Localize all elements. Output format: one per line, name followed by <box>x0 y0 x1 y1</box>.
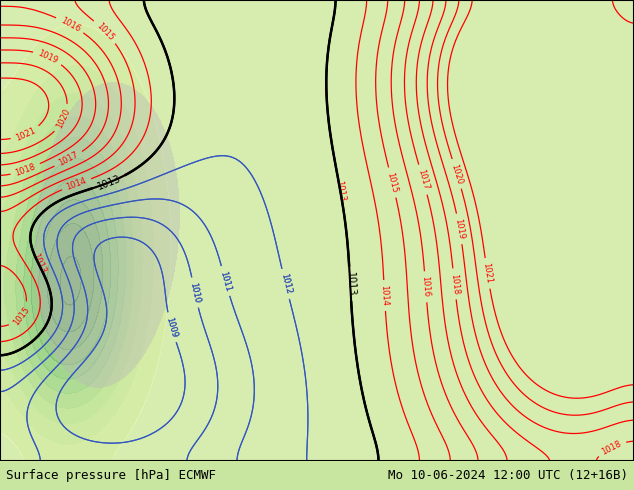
Text: 1009: 1009 <box>164 316 179 339</box>
Text: 1014: 1014 <box>380 285 390 306</box>
Text: 1018: 1018 <box>14 162 37 177</box>
Text: Mo 10-06-2024 12:00 UTC (12+16B): Mo 10-06-2024 12:00 UTC (12+16B) <box>387 469 628 482</box>
Text: 1013: 1013 <box>334 180 347 202</box>
Text: 1015: 1015 <box>11 305 31 327</box>
Text: 1017: 1017 <box>57 150 80 168</box>
Text: 1021: 1021 <box>481 262 493 284</box>
Text: 1019: 1019 <box>453 218 466 240</box>
Text: 1011: 1011 <box>218 270 233 293</box>
Text: 1018: 1018 <box>600 439 623 457</box>
Text: 1018: 1018 <box>449 273 460 295</box>
Text: 1017: 1017 <box>416 168 430 191</box>
Text: 1009: 1009 <box>164 316 179 339</box>
Text: 1010: 1010 <box>188 281 202 304</box>
Text: 1011: 1011 <box>218 270 233 293</box>
Text: Surface pressure [hPa] ECMWF: Surface pressure [hPa] ECMWF <box>6 469 216 482</box>
Text: 1013: 1013 <box>344 271 356 296</box>
Text: 1016: 1016 <box>59 16 82 34</box>
Text: 1021: 1021 <box>14 125 37 143</box>
Text: 1019: 1019 <box>36 49 59 65</box>
Text: 1020: 1020 <box>55 107 72 130</box>
Text: 1020: 1020 <box>450 163 464 185</box>
Text: 1014: 1014 <box>65 176 88 192</box>
Text: 1013: 1013 <box>96 173 122 192</box>
Text: 1012: 1012 <box>279 272 292 295</box>
Text: 1015: 1015 <box>94 21 115 42</box>
Text: 1015: 1015 <box>385 171 399 194</box>
Text: 1016: 1016 <box>420 276 431 297</box>
Text: 1013: 1013 <box>30 252 47 275</box>
Text: 1012: 1012 <box>279 272 292 295</box>
Text: 1010: 1010 <box>188 281 202 304</box>
